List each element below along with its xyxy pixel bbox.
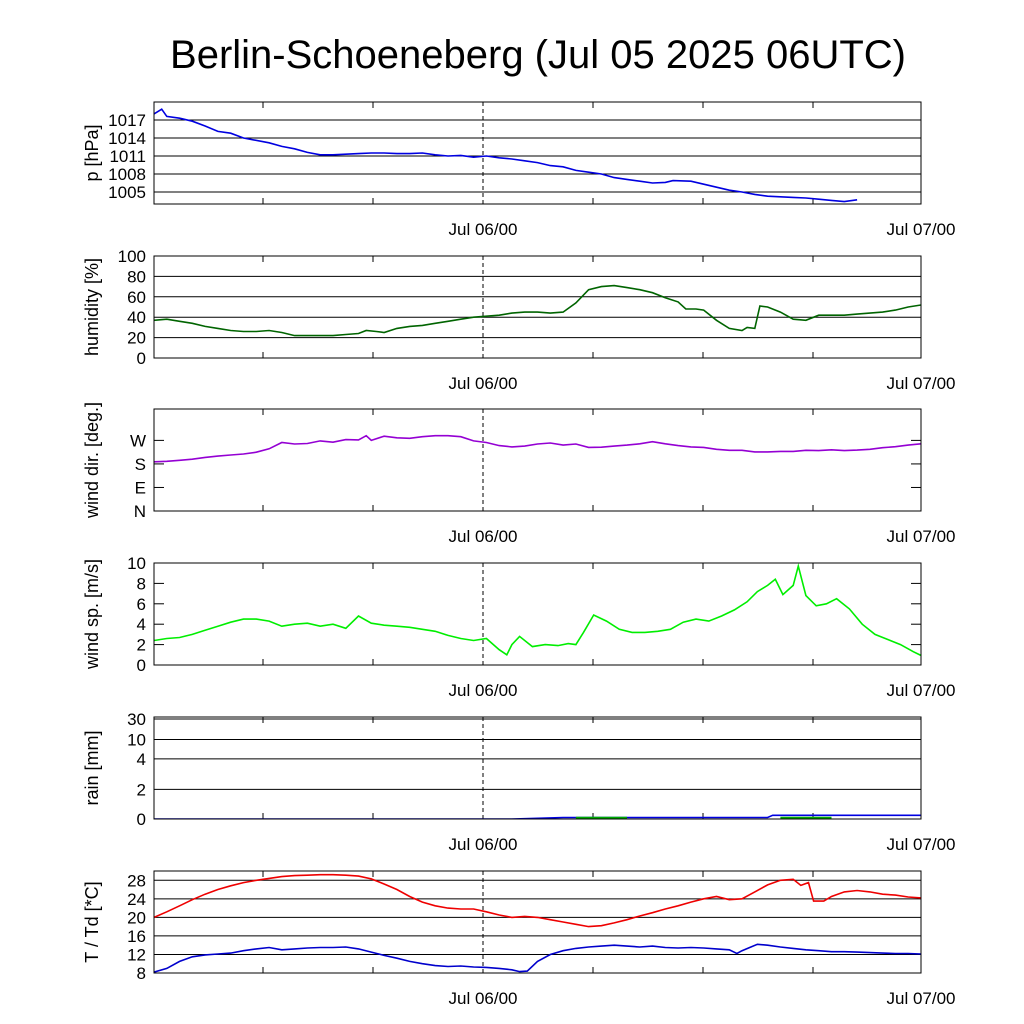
y-tick-label: 0 [137,349,146,368]
y-tick-label: 8 [137,574,146,593]
y-tick-label: W [130,431,146,450]
y-axis-label: wind dir. [deg.] [82,402,102,519]
x-tick-label: Jul 07/00 [887,989,956,1008]
panel-frame [153,562,922,666]
x-tick-label: Jul 06/00 [449,835,518,854]
x-tick-label: Jul 07/00 [887,527,956,546]
y-axis-label: p [hPa] [82,124,102,181]
series-line-wind_direction-0 [154,434,921,463]
y-tick-label: 80 [127,267,146,286]
y-tick-label: 1008 [108,165,146,184]
series-line-wind_speed-0 [154,563,921,657]
y-tick-label: 40 [127,308,146,327]
y-tick-label: 10 [127,554,146,573]
x-tick-label: Jul 07/00 [887,220,956,239]
y-tick-label: 20 [127,908,146,927]
y-tick-label: 10 [127,730,146,749]
panel-frame [153,255,922,359]
y-tick-label: 30 [127,710,146,729]
y-tick-label: 60 [127,288,146,307]
x-tick-label: Jul 07/00 [887,835,956,854]
y-tick-label: E [135,478,146,497]
y-tick-label: 0 [137,810,146,829]
x-tick-label: Jul 06/00 [449,989,518,1008]
y-tick-label: 6 [137,595,146,614]
y-axis-label: humidity [%] [82,258,102,356]
y-tick-label: 12 [127,945,146,964]
x-tick-label: Jul 06/00 [449,220,518,239]
series-line-pressure-0 [154,108,858,203]
y-axis-label: wind sp. [m/s] [82,559,102,670]
y-tick-label: 2 [137,780,146,799]
y-tick-label: 4 [137,750,146,769]
y-axis-label: rain [mm] [82,730,102,805]
series-line-temperature-1 [154,943,921,973]
x-tick-label: Jul 07/00 [887,681,956,700]
x-tick-label: Jul 06/00 [449,681,518,700]
series-line-temperature-0 [154,873,921,928]
x-tick-label: Jul 07/00 [887,374,956,393]
y-tick-label: 20 [127,329,146,348]
y-tick-label: 1014 [108,129,146,148]
panel-wind_speed: 02 46 810 wind sp. [m/s] Jul 06/00 Jul 07/00 [82,554,956,700]
series-line-rain-0 [154,814,921,819]
y-tick-label: 28 [127,871,146,890]
y-tick-label: 4 [137,615,146,634]
y-tick-label: 2 [137,636,146,655]
y-tick-label: N [134,502,146,521]
y-tick-label: 16 [127,927,146,946]
series-line-humidity-0 [154,284,921,337]
y-tick-label: 8 [137,964,146,983]
y-tick-label: 0 [137,656,146,675]
y-axis-label: T / Td [*C] [82,881,102,962]
panel-frame [153,101,922,205]
y-tick-label: S [135,455,146,474]
y-tick-label: 1005 [108,183,146,202]
panel-frame [153,716,922,820]
x-tick-label: Jul 06/00 [449,527,518,546]
y-tick-label: 100 [118,247,146,266]
panel-frame [153,408,922,512]
panel-frame [153,870,922,974]
chart-title: Berlin-Schoeneberg (Jul 05 2025 06UTC) [170,33,906,77]
y-tick-label: 1011 [109,147,146,166]
y-tick-label: 24 [127,890,146,909]
y-tick-label: 1017 [108,111,146,130]
x-tick-label: Jul 06/00 [449,374,518,393]
